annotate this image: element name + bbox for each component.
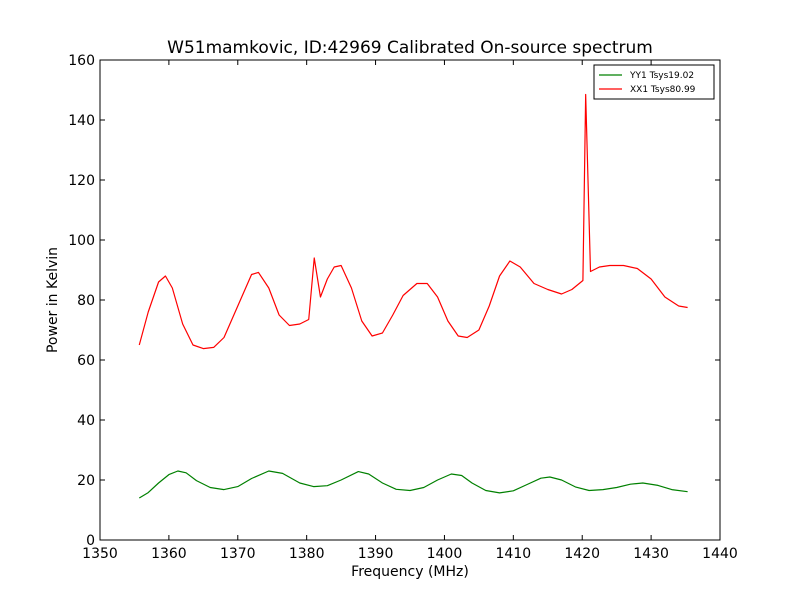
- y-tick-label: 160: [68, 53, 95, 69]
- x-tick-label: 1440: [702, 546, 738, 562]
- y-tick-label: 80: [77, 293, 95, 309]
- x-tick-label: 1350: [82, 546, 118, 562]
- y-tick-label: 120: [68, 173, 95, 189]
- x-tick-label: 1380: [289, 546, 325, 562]
- y-tick-label: 100: [68, 233, 95, 249]
- x-axis-label: Frequency (MHz): [351, 564, 469, 580]
- legend-box: [593, 64, 715, 100]
- x-tick-label: 1360: [151, 546, 187, 562]
- y-tick-label: 20: [77, 473, 95, 489]
- ticks-layer: 1350 1360 1370 1380 1390 1400 1410 1420 1430 1440…: [68, 53, 738, 562]
- legend-entry-label: XX1 Tsys80.99: [630, 85, 696, 95]
- x-tick-label: 1420: [564, 546, 600, 562]
- y-axis-label: Power in Kelvin: [45, 247, 61, 353]
- y-tick-label: 0: [86, 533, 95, 549]
- x-tick-label: 1390: [358, 546, 394, 562]
- series-line-xx1: [138, 93, 688, 350]
- x-tick-label: 1370: [220, 546, 256, 562]
- series-layer: [138, 93, 688, 499]
- y-tick-label: 40: [77, 413, 95, 429]
- chart-title: W51mamkovic, ID:42969 Calibrated On-sour…: [167, 38, 653, 58]
- x-tick-label: 1430: [633, 546, 669, 562]
- x-tick-label: 1410: [496, 546, 532, 562]
- series-line-yy1: [138, 470, 688, 499]
- y-tick-label: 60: [77, 353, 95, 369]
- legend-entry-label: YY1 Tsys19.02: [629, 71, 694, 81]
- y-tick-label: 140: [68, 113, 95, 129]
- legend: YY1 Tsys19.02 XX1 Tsys80.99: [593, 64, 715, 100]
- x-tick-label: 1400: [427, 546, 463, 562]
